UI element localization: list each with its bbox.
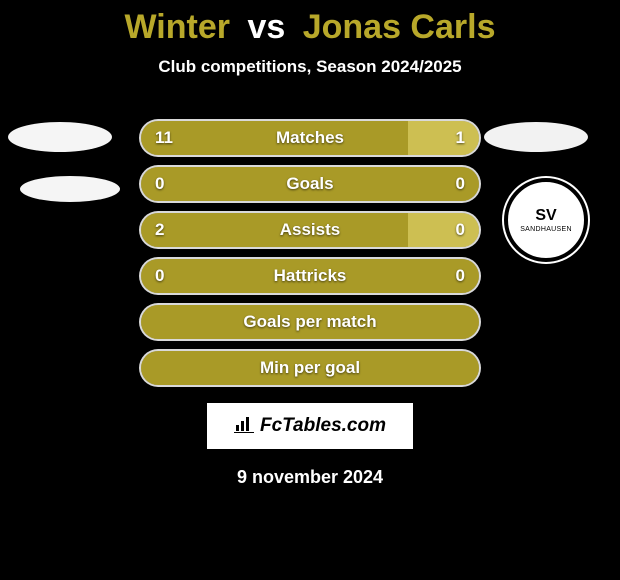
stat-label: Hattricks [141, 259, 479, 293]
watermark: FcTables.com [207, 403, 413, 449]
stat-label: Assists [141, 213, 479, 247]
player1-club-logo-placeholder [8, 122, 112, 152]
stat-label: Min per goal [141, 351, 479, 385]
subtitle: Club competitions, Season 2024/2025 [0, 57, 620, 77]
player1-club-logo-placeholder-2 [20, 176, 120, 202]
chart-icon [234, 415, 254, 438]
stat-bar: 00Goals [141, 167, 479, 201]
stat-label: Goals per match [141, 305, 479, 339]
sandhausen-badge: SV SANDHAUSEN [504, 178, 588, 262]
page-title: Winter vs Jonas Carls [0, 0, 620, 47]
date-text: 9 november 2024 [0, 467, 620, 488]
stat-bar: Goals per match [141, 305, 479, 339]
stat-label: Goals [141, 167, 479, 201]
player2-club-logo-placeholder [484, 122, 588, 152]
vs-text: vs [247, 8, 285, 46]
stat-bar: 111Matches [141, 121, 479, 155]
stat-bar: 00Hattricks [141, 259, 479, 293]
badge-top-text: SV [535, 208, 556, 224]
player2-name: Jonas Carls [303, 8, 496, 46]
stat-bar: Min per goal [141, 351, 479, 385]
player1-name: Winter [125, 8, 230, 46]
badge-bottom-text: SANDHAUSEN [520, 226, 572, 233]
stat-label: Matches [141, 121, 479, 155]
watermark-text: FcTables.com [260, 415, 386, 437]
stat-bar: 20Assists [141, 213, 479, 247]
